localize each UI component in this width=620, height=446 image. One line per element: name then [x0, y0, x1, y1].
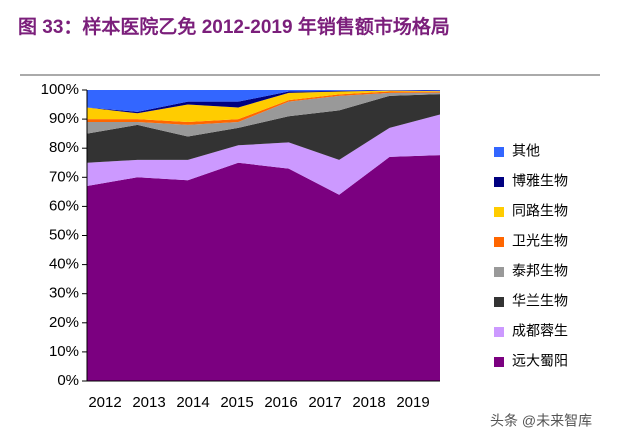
chart-title: 图 33：样本医院乙免 2012-2019 年销售额市场格局 [18, 15, 450, 38]
legend-swatch [494, 327, 504, 337]
legend-label: 泰邦生物 [512, 263, 568, 279]
area [87, 90, 440, 123]
y-tick-label: 40% [49, 256, 79, 273]
y-tick-label: 10% [49, 343, 79, 360]
area [87, 91, 440, 125]
x-tick-label: 2012 [88, 394, 121, 411]
watermark: 头条 @未来智库 [490, 413, 592, 429]
x-tick-label: 2016 [264, 394, 297, 411]
legend-label: 成都蓉生 [512, 323, 568, 339]
x-tick-label: 2013 [132, 394, 165, 411]
legend-swatch [494, 147, 504, 157]
legend-label: 远大蜀阳 [512, 353, 568, 369]
y-tick-label: 50% [49, 226, 79, 243]
y-tick-label: 80% [49, 139, 79, 156]
legend-swatch [494, 237, 504, 247]
legend-swatch [494, 177, 504, 187]
legend-label: 博雅生物 [512, 173, 568, 189]
legend-swatch [494, 207, 504, 217]
y-tick-label: 90% [49, 110, 79, 127]
y-tick-label: 20% [49, 314, 79, 331]
legend-swatch [494, 297, 504, 307]
area [87, 155, 440, 381]
area [87, 92, 440, 137]
legend-swatch [494, 357, 504, 367]
area [87, 114, 440, 195]
area [87, 90, 440, 114]
legend-label: 卫光生物 [512, 233, 568, 249]
y-tick-label: 70% [49, 168, 79, 185]
y-tick-label: 0% [57, 372, 79, 389]
x-tick-label: 2019 [396, 394, 429, 411]
x-tick-label: 2018 [352, 394, 385, 411]
x-tick-label: 2015 [220, 394, 253, 411]
x-tick-label: 2017 [308, 394, 341, 411]
legend-swatch [494, 267, 504, 277]
legend-label: 同路生物 [512, 203, 568, 219]
y-tick-label: 60% [49, 197, 79, 214]
y-tick-label: 100% [41, 81, 79, 98]
legend-label: 华兰生物 [512, 293, 568, 309]
x-tick-label: 2014 [176, 394, 209, 411]
area [87, 90, 440, 112]
y-tick-label: 30% [49, 285, 79, 302]
area [87, 94, 440, 163]
legend-label: 其他 [512, 143, 540, 159]
